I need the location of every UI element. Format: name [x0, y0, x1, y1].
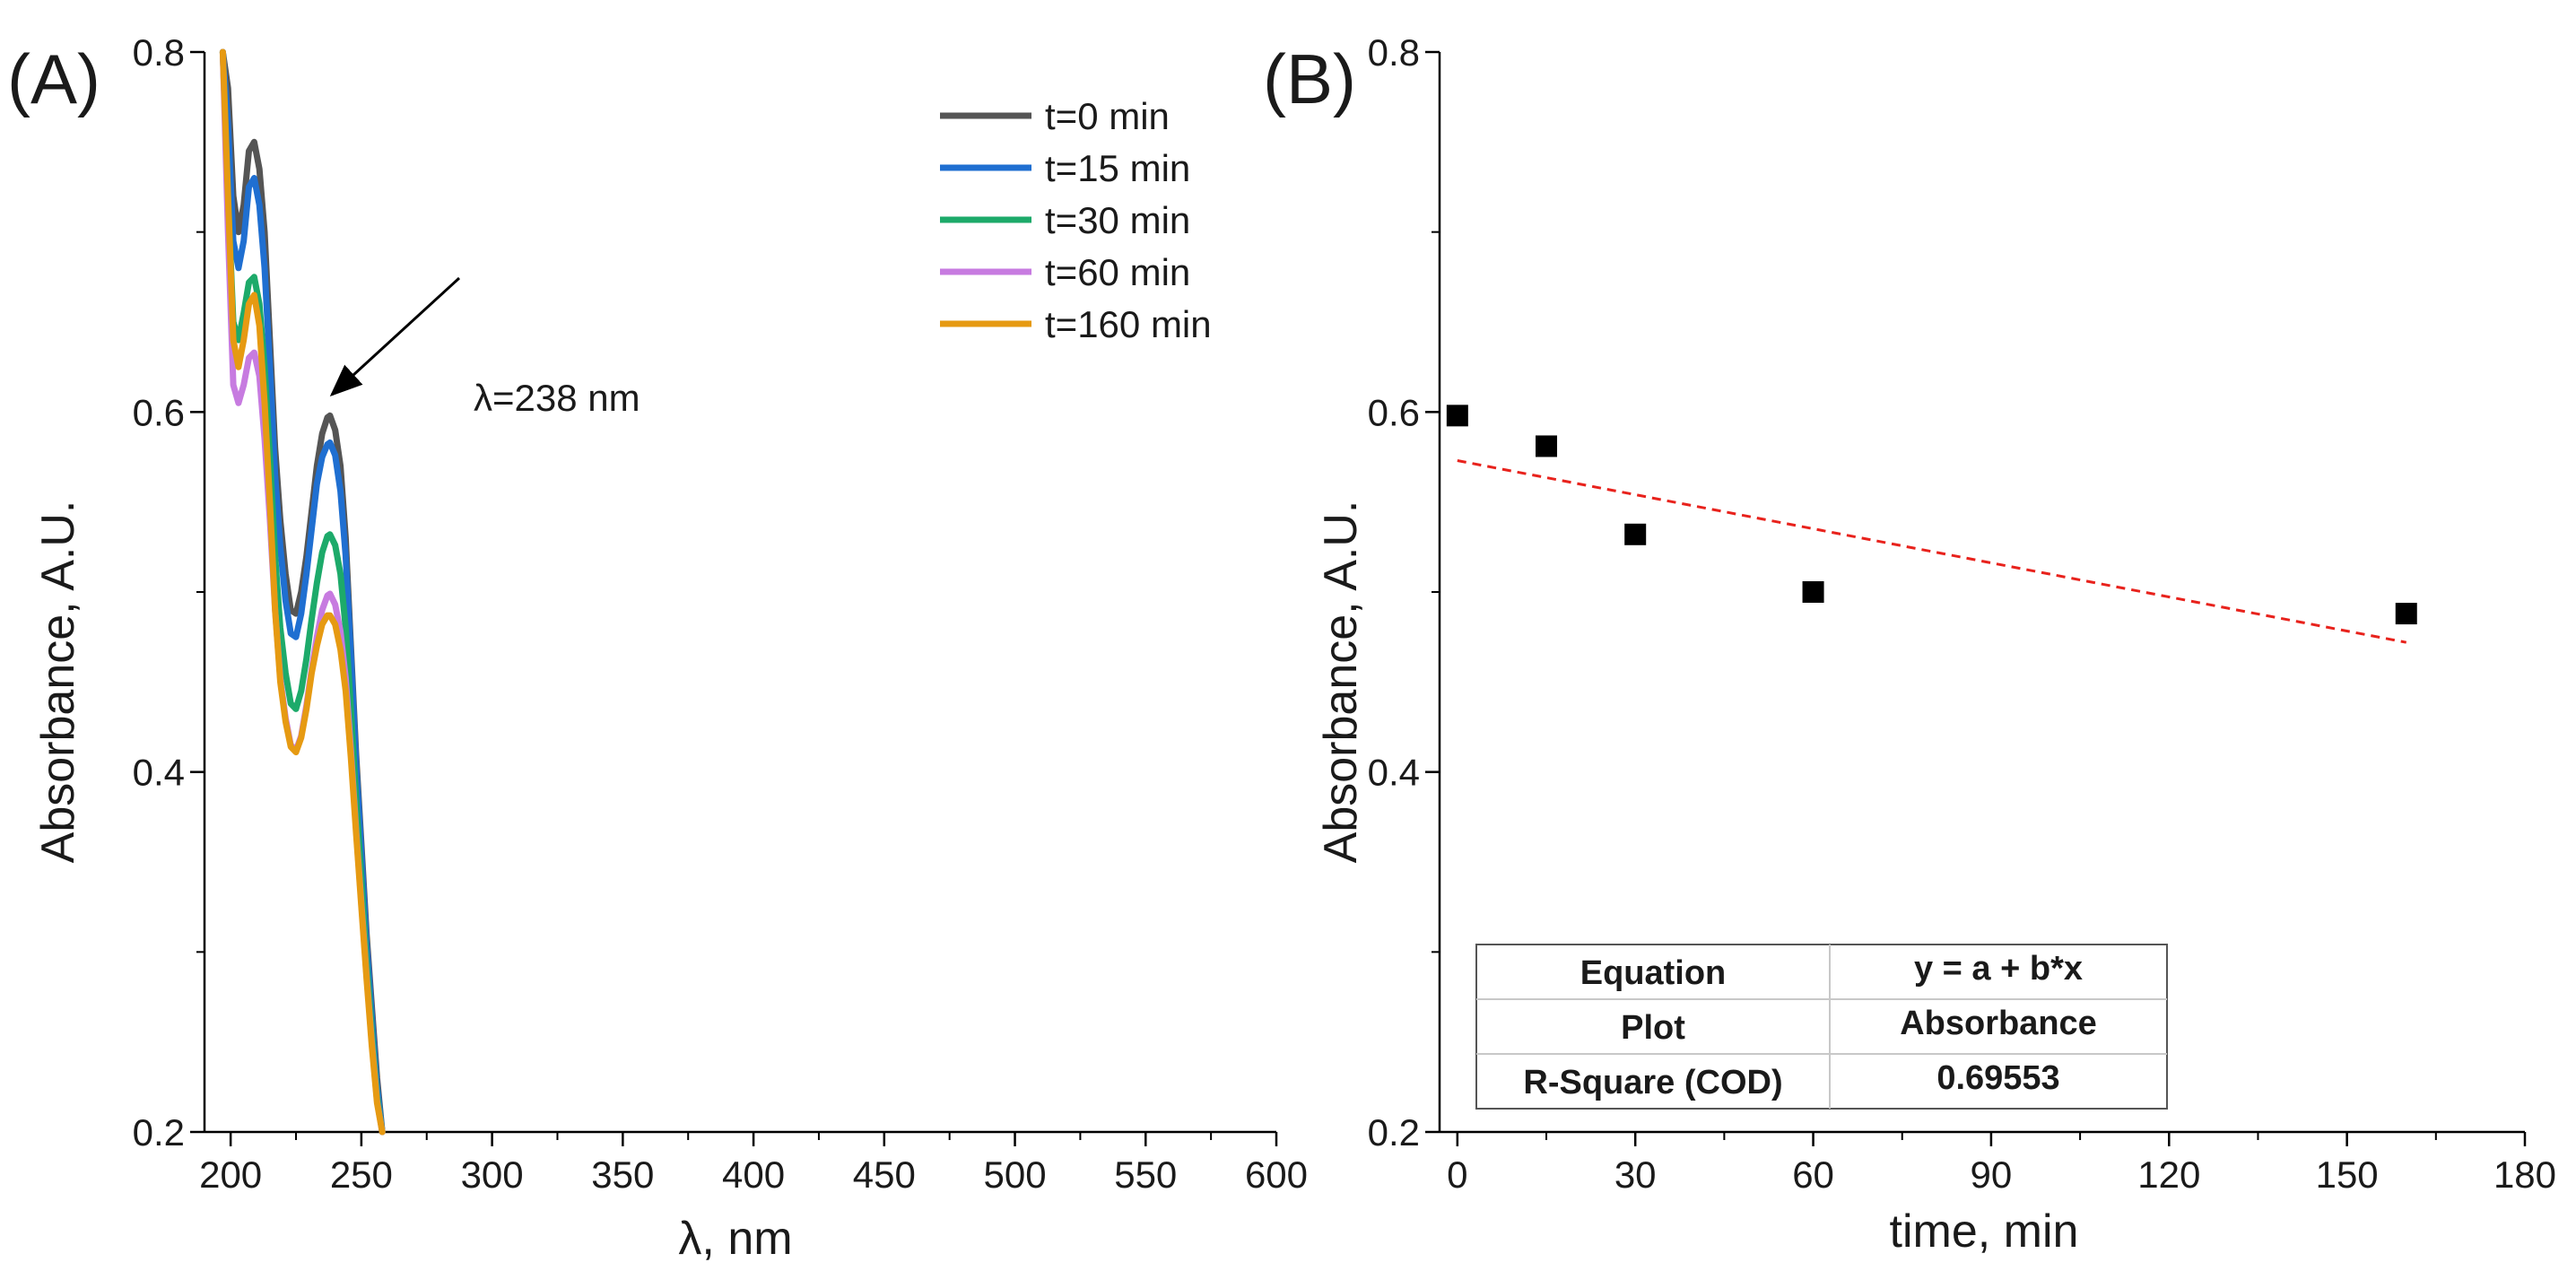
fit-table-key-plot: Plot	[1621, 1009, 1685, 1047]
panel-b-y-tick-label: 0.6	[1368, 391, 1420, 433]
data-point	[2395, 603, 2417, 625]
fit-table-value-equation: y = a + b*x	[1914, 950, 2083, 988]
series-line-t-160-min	[219, 48, 386, 1136]
fit-table-value-rsquare: 0.69553	[1936, 1059, 2059, 1097]
panel-b-y-tick-label: 0.8	[1368, 31, 1420, 74]
panel-b-x-tick-label: 30	[1614, 1153, 1657, 1196]
fit-table: Equation y = a + b*x Plot Absorbance R-S…	[1475, 944, 2168, 1110]
panel-a-x-tick-label: 300	[461, 1153, 524, 1196]
panel-b-y-tick-label: 0.4	[1368, 752, 1420, 794]
panel-b-x-tick-label: 60	[1792, 1153, 1834, 1196]
legend-label-t30: t=30 min	[1045, 199, 1190, 241]
fit-table-key-rsquare: R-Square (COD)	[1523, 1064, 1782, 1101]
peak-arrow	[329, 276, 461, 397]
panel-a-y-tick-label: 0.2	[133, 1111, 185, 1153]
panel-a-series	[219, 48, 386, 1136]
panel-b: (B) 0.2 0.4 0.6 0.8 0 30 60 90 120 150 180 time, m…	[1263, 31, 2556, 1258]
panel-a: (A) 0.2 0.4 0.6 0.8 200 250 300 350 400 450 500 550…	[7, 31, 1308, 1265]
fit-table-border	[1475, 944, 2168, 1110]
panel-b-x-tick-label: 180	[2493, 1153, 2556, 1196]
panel-a-x-tick-label: 500	[983, 1153, 1046, 1196]
data-point	[1536, 435, 1558, 457]
fit-table-value-plot: Absorbance	[1900, 1005, 2097, 1042]
panel-b-x-tick-label: 0	[1447, 1153, 1467, 1196]
legend-label-t15: t=15 min	[1045, 147, 1190, 189]
panel-b-x-axis-title: time, min	[1890, 1206, 2079, 1258]
panel-a-y-tick-label: 0.4	[133, 752, 185, 794]
panel-a-x-tick-label: 600	[1245, 1153, 1308, 1196]
panel-a-y-axis-title: Absorbance, A.U.	[32, 501, 84, 864]
data-point	[1624, 523, 1647, 545]
peak-annotation: λ=238 nm	[474, 377, 640, 419]
data-point	[1446, 405, 1468, 427]
panel-b-y-axis-title: Absorbance, A.U.	[1315, 501, 1367, 864]
panel-a-x-tick-label: 200	[199, 1153, 262, 1196]
panel-b-x-tick-label: 120	[2137, 1153, 2200, 1196]
legend-label-t60: t=60 min	[1045, 251, 1190, 293]
legend-label-t160: t=160 min	[1045, 303, 1212, 345]
panel-a-x-tick-label: 550	[1114, 1153, 1177, 1196]
panel-b-fit	[1457, 459, 2407, 644]
panel-b-y-tick-label: 0.2	[1368, 1111, 1420, 1153]
data-point	[1802, 581, 1824, 603]
panel-a-x-tick-label: 350	[591, 1153, 654, 1196]
panel-a-label: (A)	[7, 39, 100, 118]
panel-a-x-axis-title: λ, nm	[678, 1213, 792, 1265]
panel-b-points	[1446, 405, 2417, 625]
panel-a-x-tick-label: 450	[853, 1153, 916, 1196]
fit-table-key-equation: Equation	[1580, 954, 1727, 992]
panel-b-ticks: 0.2 0.4 0.6 0.8 0 30 60 90 120 150 180	[1368, 31, 2556, 1196]
panel-a-ticks: 0.2 0.4 0.6 0.8 200 250 300 350 400 450 500 550 600	[133, 31, 1308, 1196]
legend-label-t0: t=0 min	[1045, 95, 1170, 137]
panel-b-label: (B)	[1263, 39, 1356, 118]
panel-a-y-tick-label: 0.6	[133, 391, 185, 433]
panel-a-legend: t=0 min t=15 min t=30 min t=60 min t=160…	[940, 95, 1212, 345]
panel-b-x-tick-label: 150	[2316, 1153, 2379, 1196]
panel-a-y-tick-label: 0.8	[133, 31, 185, 74]
panel-a-x-tick-label: 400	[722, 1153, 785, 1196]
panel-a-x-tick-label: 250	[330, 1153, 393, 1196]
series-line-t-15-min	[219, 48, 386, 1136]
fit-line	[1457, 459, 2407, 644]
panel-b-x-tick-label: 90	[1971, 1153, 2013, 1196]
